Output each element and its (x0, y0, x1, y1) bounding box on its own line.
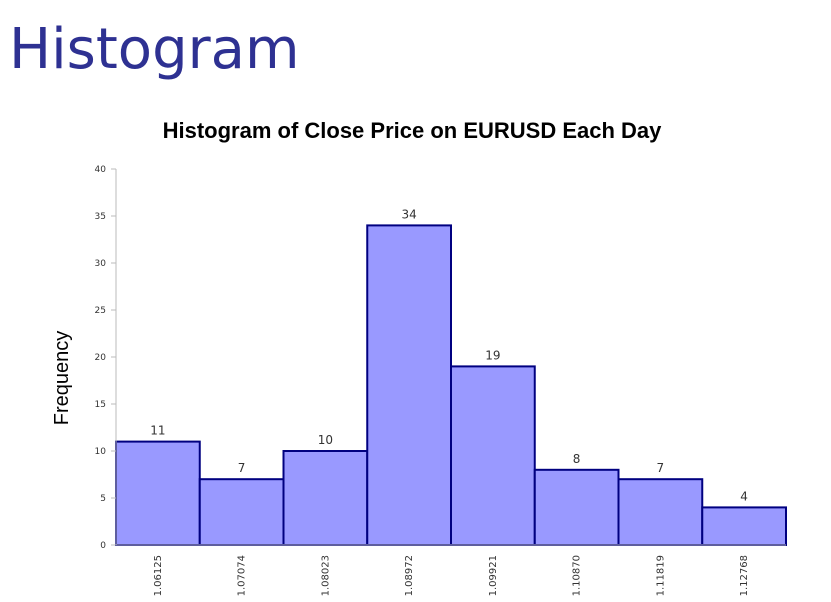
x-tick-label: 1.11819 (655, 555, 666, 596)
bar-value-label: 10 (318, 433, 333, 447)
bar-value-label: 7 (657, 461, 665, 475)
bar-value-label: 11 (150, 424, 165, 438)
x-tick-label: 1.09921 (488, 555, 499, 596)
bar-2 (198, 478, 285, 547)
x-tick-label: 1.12768 (739, 555, 750, 596)
bar-3 (282, 450, 369, 546)
x-tick-label: 1.07074 (237, 555, 248, 596)
x-tick-label: 1.10870 (572, 555, 583, 596)
y-tick-label: 40 (95, 165, 107, 175)
y-tick-label: 5 (100, 494, 106, 504)
page-title: Histogram (9, 17, 300, 82)
x-tick-label: 1.08023 (320, 555, 331, 596)
bar-4 (366, 224, 452, 546)
x-tick-label: 1.06125 (153, 555, 164, 596)
y-tick-label: 10 (95, 447, 107, 457)
y-tick-label: 30 (95, 259, 107, 269)
bar-value-label: 4 (740, 489, 748, 503)
y-tick-label: 0 (100, 541, 106, 551)
y-tick-label: 35 (95, 212, 106, 222)
y-tick-label: 20 (95, 353, 107, 363)
y-tick-label: 15 (95, 400, 106, 410)
y-ticks-group: 0 5 10 15 20 25 30 35 40 (95, 165, 116, 551)
bar-7 (617, 478, 704, 547)
x-tick-label: 1.08972 (404, 555, 415, 596)
bar-5 (450, 365, 536, 546)
y-axis-label: Frequency (51, 331, 73, 426)
y-tick-label: 25 (95, 306, 106, 316)
bar-value-label: 7 (238, 461, 246, 475)
value-labels-group: 11 7 10 34 19 8 7 4 (150, 207, 748, 503)
chart-title: Histogram of Close Price on EURUSD Each … (163, 118, 663, 143)
bar-value-label: 8 (573, 452, 581, 466)
bar-8 (701, 506, 787, 546)
bars-group (115, 224, 787, 547)
bar-6 (533, 468, 620, 546)
x-ticks-group: 1.06125 1.07074 1.08023 1.08972 1.09921 1.108… (153, 555, 750, 596)
bar-value-label: 34 (401, 207, 416, 221)
bar-value-label: 19 (485, 348, 500, 362)
bar-1 (115, 440, 201, 547)
